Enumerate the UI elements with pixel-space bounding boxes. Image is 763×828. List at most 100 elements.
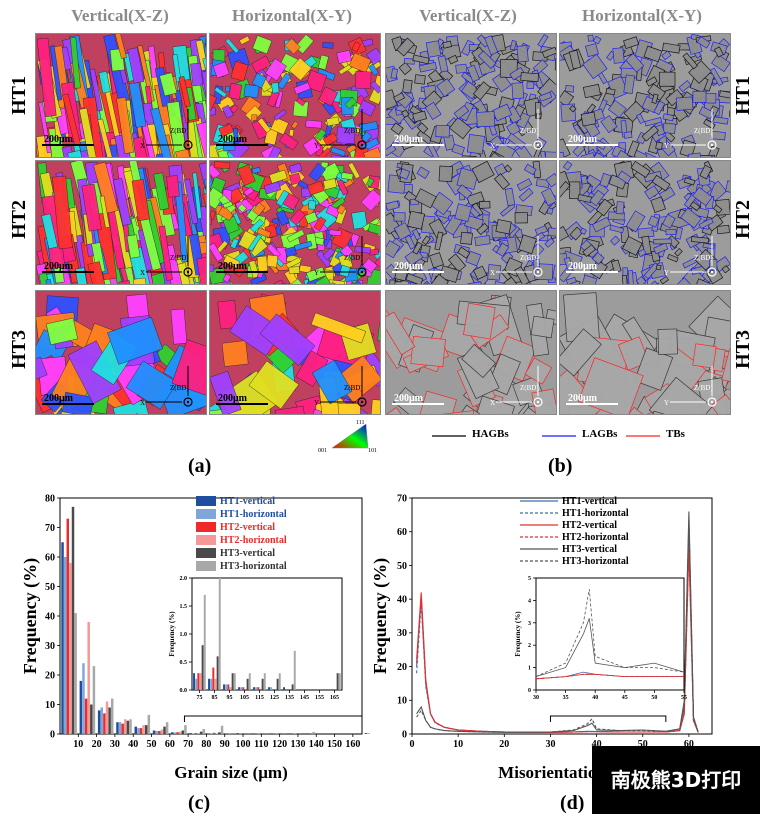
bar-HT1-vertical-45 [134,726,138,734]
x-tick-label: 60 [165,739,175,750]
micrograph-ht1-b-vertical: 200μm Z(BD) X [385,33,557,158]
inset-d-ylabel: Frequency (%) [514,611,522,657]
y-tick-label: 50 [45,582,55,593]
svg-text:Z(BD): Z(BD) [520,254,539,262]
bar-HT2-horizontal-55 [160,729,164,734]
bar-HT2-horizontal-85 [215,733,219,734]
inset-bar-HT2-vertical-115 [257,687,260,690]
x-tick-label: 80 [201,739,211,750]
svg-text:Y: Y [664,142,669,150]
inset-bar-HT3-vertical-125 [276,678,279,690]
row-label-ht2-left: HT2 [8,200,30,239]
svg-text:Y: Y [314,399,319,407]
x-tick-label: 40 [128,739,138,750]
inset-bar-HT1-horizontal-125 [270,687,273,690]
x-tick-label: 70 [183,739,193,750]
y-tick-label: 20 [397,662,407,673]
legend-label: HT2-vertical [220,522,275,533]
bar-HT1-horizontal-55 [155,731,158,734]
svg-text:Y: Y [314,142,319,150]
inset-bar-HT2-vertical-85 [212,667,215,690]
bar-HT3-vertical-115 [273,733,276,734]
inset-line-HT2-horizontal [535,673,684,680]
bar-HT1-vertical-25 [97,710,101,734]
boundary-legend: HAGBs LAGBs TBs [430,428,710,444]
inset-bar-HT3-horizontal-165 [338,673,341,690]
ipf-color-key: 111 001 101 [318,420,377,454]
svg-text:Z(BD): Z(BD) [170,254,189,262]
inset-bar-HT3-vertical-105 [246,678,249,690]
inset-bar-HT1-vertical-105 [238,687,240,690]
bar-HT3-horizontal-5 [74,613,77,734]
x-tick-label: 140 [309,739,324,750]
x-tick-label: 125 [270,695,279,701]
x-tick-label: 160 [345,739,360,750]
svg-text:200μm: 200μm [394,393,424,404]
y-tick-label: 2.0 [180,576,188,582]
inset-bar-HT1-horizontal-95 [225,684,228,690]
micrograph-ht1-b-horizontal: 200μm Z(BD) Y [559,33,731,158]
bar-HT1-horizontal-65 [173,732,177,734]
y-tick-label: 1.5 [180,604,188,610]
svg-text:Z(BD): Z(BD) [694,384,713,392]
svg-text:X: X [140,399,145,407]
micrograph-ht2-b-horizontal: 200μm Z(BD) Y [559,160,731,285]
inset-bar-HT2-vertical-75 [197,673,200,690]
svg-text:200μm: 200μm [568,134,598,145]
inset-bar-HT1-vertical-115 [253,687,255,690]
chart-c-ylabel: Frequency (%) [20,558,41,674]
series-line-HT3-horizontal [416,518,699,733]
series-line-HT1-horizontal [416,531,699,733]
svg-text:X: X [490,142,495,150]
bar-HT2-vertical-75 [194,733,198,734]
bar-HT2-horizontal-15 [87,621,90,734]
row-label-ht2-right: HT2 [732,200,754,239]
x-tick-label: 10 [73,739,83,750]
bar-HT2-vertical-85 [212,732,216,734]
y-tick-label: 0 [528,688,531,694]
inset-bar-HT3-vertical-85 [216,656,219,690]
bar-HT1-vertical-5 [61,542,64,734]
bar-HT3-vertical-45 [144,725,148,734]
zoom-bracket [549,715,667,722]
inset-bar-HT1-horizontal-115 [255,687,258,690]
bar-HT3-horizontal-45 [147,714,151,734]
x-tick-label: 155 [315,695,324,701]
inset-bar-HT1-vertical-135 [283,687,285,690]
legend-label: HT1-vertical [562,496,617,507]
svg-text:200μm: 200μm [44,393,74,404]
micrograph-ht2-b-vertical: 200μm Z(BD) X [385,160,557,285]
zoom-bracket [183,715,363,722]
inset-bar-HT1-vertical-95 [223,684,225,690]
x-tick-label: 35 [563,695,569,701]
bar-HT2-vertical-15 [84,698,88,734]
inset-bar-HT3-horizontal-105 [248,673,251,690]
svg-text:X: X [490,399,495,407]
x-tick-label: 60 [684,739,694,750]
x-tick-label: 40 [592,739,602,750]
bar-HT3-vertical-95 [236,733,239,734]
inset-bar-HT3-horizontal-85 [218,578,221,690]
svg-text:200μm: 200μm [44,134,74,145]
x-tick-label: 30 [545,739,555,750]
y-tick-label: 4 [528,598,531,604]
panel-label-c: (c) [188,792,211,814]
x-tick-label: 95 [227,695,233,701]
legend-label: HT1-horizontal [562,508,629,519]
x-tick-label: 105 [240,695,249,701]
ipf-key-right: 101 [368,448,377,454]
legend-swatch [196,548,216,558]
y-tick-label: 2 [528,643,531,649]
bar-HT3-horizontal-25 [110,698,114,734]
y-tick-label: 0 [402,729,407,740]
svg-text:200μm: 200μm [218,393,248,404]
ipf-key-left: 001 [318,448,327,454]
bar-HT3-vertical-5 [71,506,75,734]
y-tick-label: 20 [45,670,55,681]
bar-HT3-horizontal-35 [129,719,132,734]
legend-swatch [196,509,216,519]
legend-hagbs-label: HAGBs [472,428,509,440]
y-tick-label: 1.0 [180,632,188,638]
x-tick-label: 50 [651,695,657,701]
col-title-b-vertical: Vertical(X-Z) [419,6,517,25]
